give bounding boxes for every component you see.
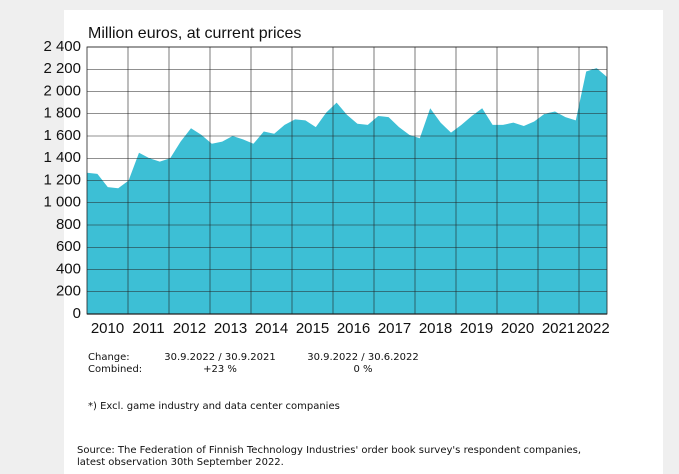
x-tick-label: 2014 [255,320,288,337]
source: latest observation 30th September 2022. [77,457,284,468]
x-tick-label: 2017 [378,320,411,337]
y-tick-label: 1 400 [43,149,81,166]
y-tick-label: 1 600 [43,127,81,144]
x-tick-label: 2011 [132,320,164,337]
x-tick-label: 2018 [419,320,452,337]
x-tick-label: 2015 [296,320,329,337]
y-tick-label: 1 000 [43,194,81,211]
y-tick-label: 1 200 [43,171,81,188]
area [87,68,607,314]
y-tick-label: 2 400 [43,38,81,55]
y-tick-label: 800 [56,216,81,233]
note: Combined: [88,364,142,375]
y-tick-label: 1 800 [43,105,81,122]
x-tick-label: 2012 [173,320,206,337]
chart-title: Million euros, at current prices [88,25,301,42]
x-tick-label: 2013 [214,320,247,337]
x-tick-label: 2010 [91,320,124,337]
note: Change: [88,352,130,363]
y-tick-label: 600 [56,238,81,255]
note: +23 % [203,364,237,375]
x-tick-label: 2020 [501,320,534,337]
note: 30.9.2022 / 30.9.2021 [164,352,276,363]
y-tick-label: 400 [56,260,81,277]
note: 30.9.2022 / 30.6.2022 [307,352,419,363]
y-tick-label: 200 [56,283,81,300]
footnote: *) Excl. game industry and data center c… [88,401,340,412]
x-tick-label: 2016 [337,320,370,337]
y-tick-label: 0 [73,305,81,322]
plot-frame [86,46,608,315]
x-tick-label: 2021 [542,320,575,337]
y-tick-label: 2 200 [43,60,81,77]
source: Source: The Federation of Finnish Techno… [77,445,581,456]
note: 0 % [353,364,372,375]
y-tick-label: 2 000 [43,82,81,99]
x-tick-label: 2019 [460,320,493,337]
x-tick-label: 2022 [576,320,609,337]
